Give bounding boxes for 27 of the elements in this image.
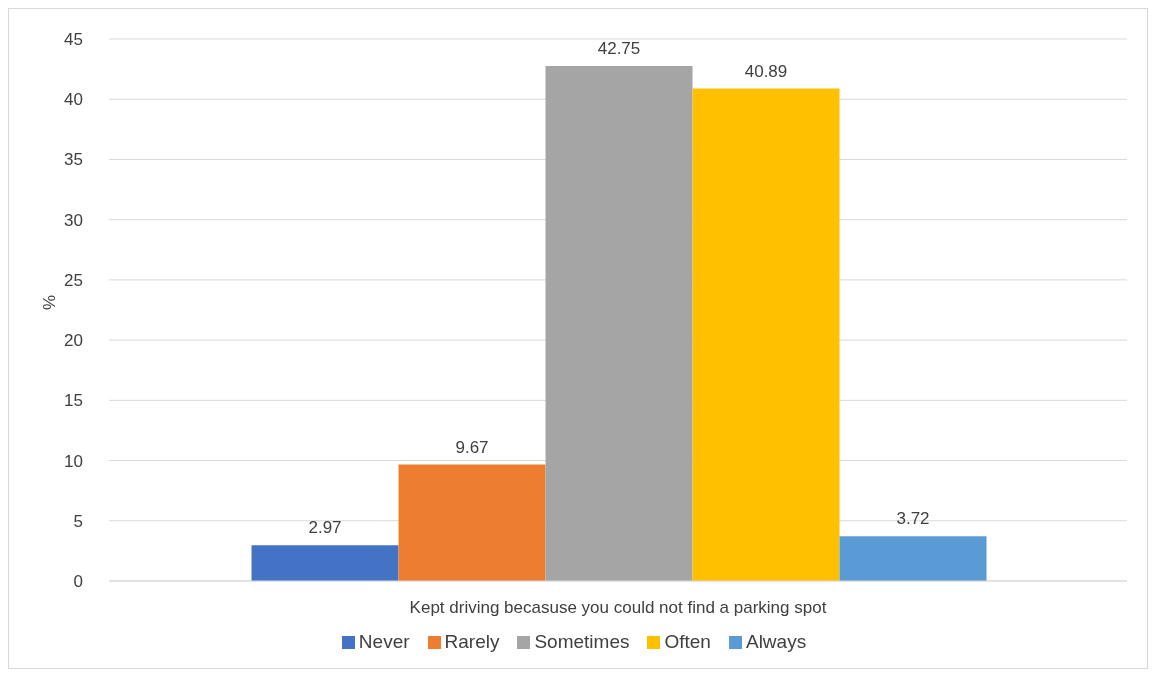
y-tick-label: 20	[64, 331, 83, 351]
data-label: 3.72	[896, 509, 930, 529]
bar	[545, 66, 693, 581]
y-tick-label: 25	[64, 270, 83, 290]
legend-label: Often	[664, 631, 711, 652]
bar	[839, 536, 987, 581]
y-axis-title: %	[40, 294, 60, 310]
y-tick-label: 35	[64, 150, 83, 170]
y-tick-label: 45	[64, 30, 83, 50]
x-tick-label: Kept driving becasuse you could not find a parking spot	[409, 598, 827, 618]
legend-label: Rarely	[444, 631, 500, 652]
legend-label: Never	[358, 631, 410, 652]
y-tick-label: 0	[73, 572, 83, 592]
y-tick-label: 15	[64, 391, 83, 411]
bar	[692, 88, 840, 581]
bar	[251, 545, 399, 581]
data-label: 9.67	[455, 437, 489, 457]
legend-label: Always	[745, 631, 807, 652]
y-tick-label: 40	[64, 90, 83, 110]
y-tick-label: 10	[64, 451, 83, 471]
y-tick-label: 5	[73, 511, 83, 531]
bar	[398, 464, 546, 581]
legend-label: Sometimes	[534, 631, 630, 652]
data-label: 42.75	[597, 39, 641, 59]
data-label: 2.97	[308, 518, 342, 538]
data-label: 40.89	[744, 61, 788, 81]
y-tick-label: 30	[64, 210, 83, 230]
